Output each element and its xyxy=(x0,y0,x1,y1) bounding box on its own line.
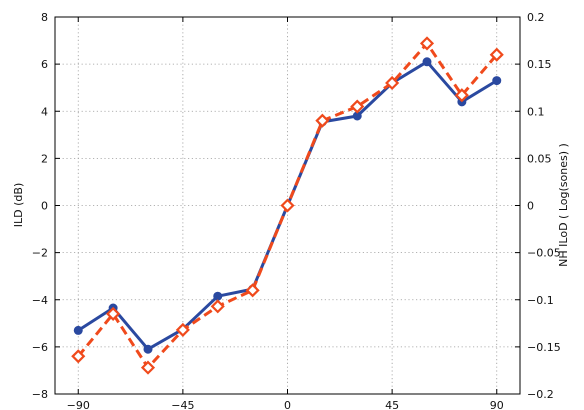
data-point-marker xyxy=(492,76,502,86)
data-point-marker xyxy=(350,99,365,114)
y-right-tick-label: 0.2 xyxy=(527,11,545,24)
data-point-marker xyxy=(454,88,469,103)
data-point-marker xyxy=(385,75,400,91)
right-axis-title: NH ILoD ( Log(sones) ) xyxy=(557,143,570,267)
y-left-tick-label: 0 xyxy=(41,200,48,213)
data-point-marker xyxy=(213,291,223,301)
y-left-tick-label: −2 xyxy=(32,247,48,260)
x-tick-label: 0 xyxy=(284,399,291,410)
y-left-tick-label: 2 xyxy=(41,152,48,165)
data-point-marker xyxy=(245,283,260,298)
y-left-tick-label: 4 xyxy=(41,105,48,118)
left-axis-title: ILD (dB) xyxy=(12,183,25,227)
series-right-axis xyxy=(71,36,504,375)
y-right-tick-label: 0 xyxy=(527,200,534,213)
data-point-marker xyxy=(175,322,190,337)
y-right-tick-label: −0.15 xyxy=(527,341,561,354)
data-point-marker xyxy=(489,47,504,62)
data-point-marker xyxy=(106,306,121,321)
y-right-tick-label: 0.05 xyxy=(527,152,552,165)
y-left-tick-label: 8 xyxy=(41,11,48,24)
data-point-marker xyxy=(71,349,86,364)
y-left-tick-label: −8 xyxy=(32,388,48,401)
y-right-tick-label: −0.2 xyxy=(527,388,554,401)
y-right-tick-label: 0.15 xyxy=(527,58,552,71)
y-left-tick-label: −4 xyxy=(32,294,48,307)
y-right-tick-label: −0.1 xyxy=(527,294,554,307)
y-left-tick-label: 6 xyxy=(41,58,48,71)
data-point-marker xyxy=(140,360,156,375)
x-tick-label: 45 xyxy=(385,399,399,410)
x-tick-label: 90 xyxy=(490,399,504,410)
x-tick-label: −45 xyxy=(171,399,194,410)
y-right-tick-label: 0.1 xyxy=(527,105,545,118)
data-point-marker xyxy=(422,57,432,67)
series-layer xyxy=(71,36,504,375)
data-point-marker xyxy=(210,299,225,314)
data-point-marker xyxy=(419,36,435,51)
y-right-tick-label: −0.05 xyxy=(527,247,561,260)
x-tick-label: −90 xyxy=(67,399,90,410)
data-point-marker xyxy=(315,113,330,128)
y-left-tick-label: −6 xyxy=(32,341,48,354)
data-point-marker xyxy=(73,325,83,335)
data-point-marker xyxy=(143,344,153,354)
tick-layer: −90 −45 0 45 90 −8 −6 −4 −2 0 2 4 6 8 −0.2 −0.15 −0.1 −0.… xyxy=(32,11,561,410)
data-point-marker xyxy=(280,198,295,213)
